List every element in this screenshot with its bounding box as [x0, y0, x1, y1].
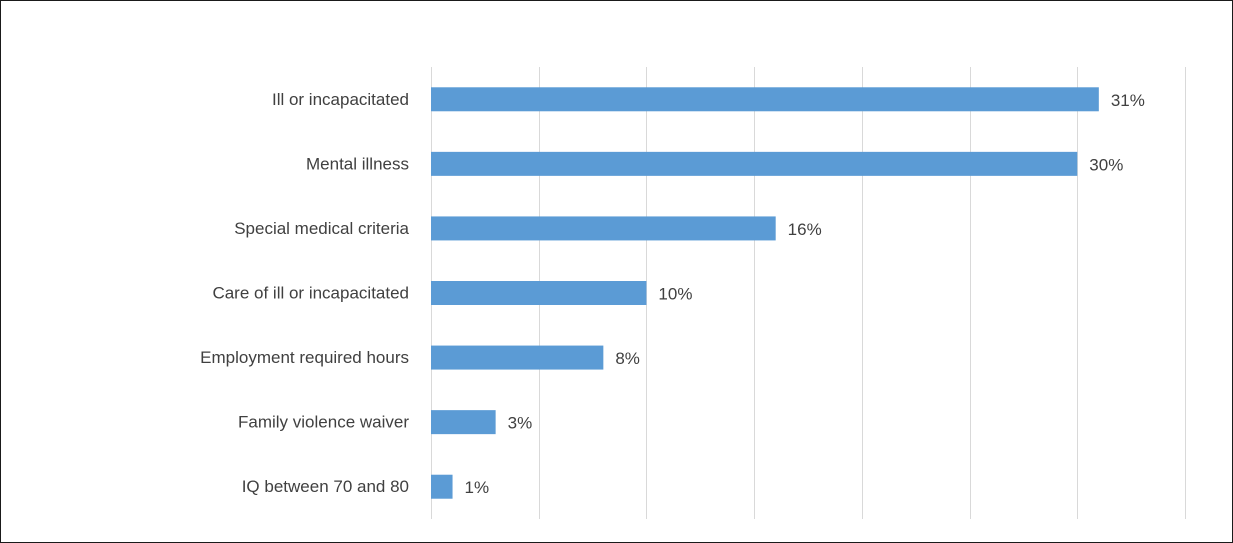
- category-label: Special medical criteria: [234, 219, 409, 238]
- data-label: 30%: [1089, 155, 1123, 174]
- data-label: 1%: [465, 478, 490, 497]
- category-label: IQ between 70 and 80: [242, 477, 409, 496]
- gridlines: [431, 67, 1186, 519]
- bar: [431, 87, 1099, 112]
- data-label: 31%: [1111, 91, 1145, 110]
- category-label: Care of ill or incapacitated: [212, 284, 409, 303]
- data-label: 8%: [615, 349, 640, 368]
- category-label: Family violence waiver: [238, 413, 409, 432]
- bar: [431, 216, 776, 241]
- data-label: 3%: [508, 414, 533, 433]
- category-labels: Ill or incapacitated Mental illness Specia…: [200, 90, 409, 496]
- bars: [431, 87, 1099, 499]
- category-label: Mental illness: [306, 154, 409, 173]
- data-label: 16%: [788, 220, 822, 239]
- bar: [431, 410, 496, 435]
- bar: [431, 345, 604, 370]
- category-label: Employment required hours: [200, 348, 409, 367]
- bar: [431, 151, 1078, 176]
- bar: [431, 474, 453, 499]
- data-label: 10%: [658, 285, 692, 304]
- data-labels: 31% 30% 16% 10% 8% 3% 1%: [465, 91, 1145, 497]
- bar: [431, 281, 647, 305]
- category-label: Ill or incapacitated: [272, 90, 409, 109]
